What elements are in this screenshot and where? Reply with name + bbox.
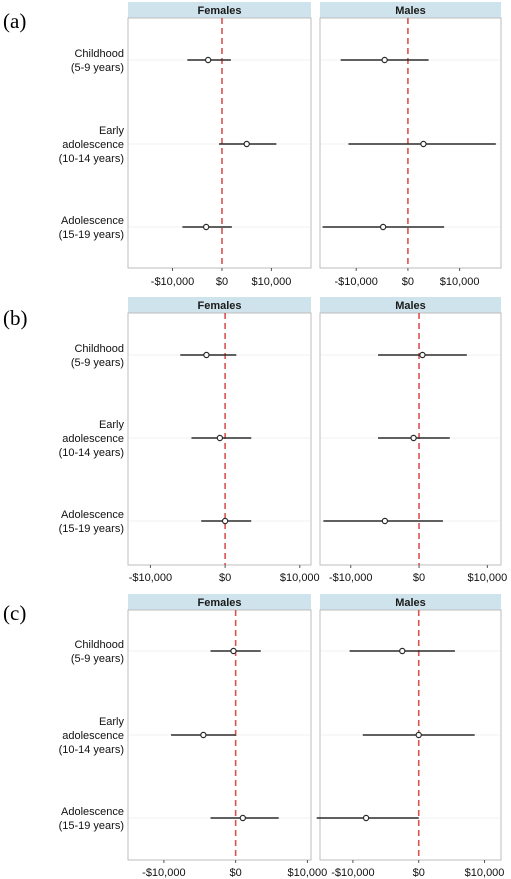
category-label: Childhood (5-9 years) — [71, 48, 124, 74]
point-estimate — [239, 814, 247, 822]
plot-area — [127, 17, 312, 269]
point-estimate — [410, 434, 417, 442]
chart-panel-0: (a) Childhood (5-9 years) Early adolescence(… — [3, 2, 502, 288]
facet-females: Females -$10,000 $0 $10,000 — [127, 297, 320, 584]
facet-strip — [320, 594, 501, 610]
category-label: Early adolescence (10-14 years) — [59, 125, 125, 165]
facet-title: Males — [395, 300, 426, 312]
x-tick-label: $0 — [219, 572, 231, 584]
x-tick-label: $0 — [413, 572, 425, 584]
x-tick-label: $10,000 — [288, 867, 328, 879]
chart-panel-2: (c) Childhood (5-9 years) Early adolescence(… — [3, 594, 504, 879]
category-label: Adolescence (15-19 years) — [59, 806, 124, 832]
x-tick-label: $0 — [230, 867, 242, 879]
point-estimate — [243, 140, 250, 148]
x-tick-label: $0 — [402, 276, 414, 288]
panel-label: (b) — [3, 306, 28, 330]
category-label: Childhood (5-9 years) — [71, 343, 124, 369]
x-tick-label: -$10,000 — [331, 867, 374, 879]
category-label: Early adolescence (10-14 years) — [59, 716, 125, 756]
facet-strip — [320, 297, 501, 313]
plot-area — [319, 17, 502, 269]
facet-title: Males — [395, 5, 426, 17]
point-estimate — [216, 434, 224, 442]
point-estimate — [362, 814, 370, 822]
x-tick-label: $10,000 — [440, 276, 480, 288]
facet-title: Females — [197, 5, 241, 17]
point-estimate — [204, 56, 212, 64]
facet-strip — [128, 2, 311, 18]
category-label: Early adolescence (10-14 years) — [59, 419, 125, 459]
point-estimate — [221, 517, 229, 525]
point-estimate — [381, 56, 388, 64]
point-estimate — [381, 517, 389, 525]
facet-males: Males -$10,000 $0 $10,000 — [319, 297, 507, 584]
plot-area — [319, 312, 502, 566]
facet-title: Males — [395, 597, 426, 609]
facet-title: Females — [197, 597, 241, 609]
point-estimate — [379, 223, 387, 231]
point-estimate — [230, 647, 237, 655]
x-tick-label: -$10,000 — [334, 276, 377, 288]
point-estimate — [203, 351, 210, 359]
x-tick-label: $10,000 — [465, 867, 505, 879]
x-tick-label: $10,000 — [467, 572, 507, 584]
x-tick-label: -$10,000 — [129, 572, 172, 584]
point-estimate — [200, 731, 207, 739]
x-tick-label: -$10,000 — [142, 867, 185, 879]
facet-strip — [128, 297, 311, 313]
facet-strip — [320, 2, 501, 18]
x-tick-label: $10,000 — [252, 276, 292, 288]
facet-strip — [128, 594, 311, 610]
panel-label: (c) — [3, 601, 26, 625]
point-estimate — [415, 731, 422, 739]
point-estimate — [399, 647, 406, 655]
facet-males: Males -$10,000 $0 $10,000 — [319, 2, 502, 288]
category-label: Adolescence (15-19 years) — [59, 509, 124, 535]
point-estimate — [202, 223, 210, 231]
point-estimate — [420, 140, 427, 148]
x-tick-label: -$10,000 — [329, 572, 372, 584]
category-label: Adolescence (15-19 years) — [59, 215, 124, 241]
chart-panel-1: (b) Childhood (5-9 years) Early adolescence(… — [3, 297, 507, 584]
x-tick-label: $0 — [216, 276, 228, 288]
x-tick-label: $0 — [413, 867, 425, 879]
category-label: Childhood (5-9 years) — [71, 639, 124, 665]
x-tick-label: $10,000 — [280, 572, 320, 584]
facet-females: Females -$10,000 $0 $10,000 — [127, 594, 328, 879]
facet-title: Females — [197, 300, 241, 312]
facet-females: Females -$10,000 $0 $10,000 — [127, 2, 312, 288]
panel-label: (a) — [3, 9, 26, 33]
facet-males: Males -$10,000 $0 $10,000 — [316, 594, 505, 879]
point-estimate — [419, 351, 426, 359]
x-tick-label: -$10,000 — [151, 276, 194, 288]
